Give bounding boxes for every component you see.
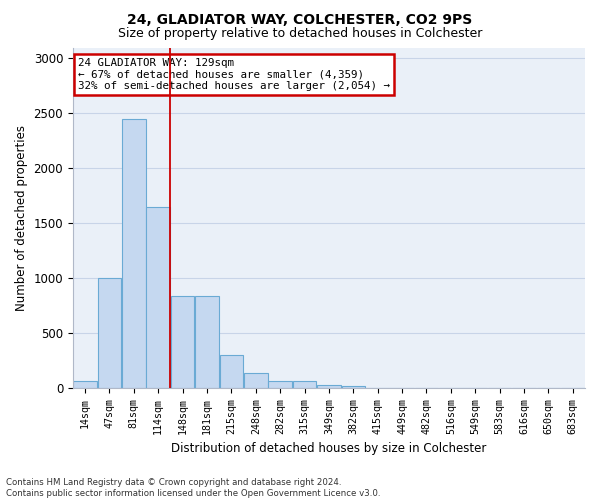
Bar [98,278,121,388]
Y-axis label: Number of detached properties: Number of detached properties [15,124,28,310]
Bar [317,384,341,388]
Bar [244,372,268,388]
Text: Contains HM Land Registry data © Crown copyright and database right 2024.
Contai: Contains HM Land Registry data © Crown c… [6,478,380,498]
Bar [73,382,97,388]
Text: Size of property relative to detached houses in Colchester: Size of property relative to detached ho… [118,28,482,40]
Bar [341,386,365,388]
Bar [122,119,146,388]
Bar [171,296,194,388]
Bar [268,382,292,388]
X-axis label: Distribution of detached houses by size in Colchester: Distribution of detached houses by size … [171,442,487,455]
Bar [220,355,243,388]
Bar [195,296,219,388]
Bar [293,382,316,388]
Bar [146,206,170,388]
Text: 24, GLADIATOR WAY, COLCHESTER, CO2 9PS: 24, GLADIATOR WAY, COLCHESTER, CO2 9PS [127,12,473,26]
Text: 24 GLADIATOR WAY: 129sqm
← 67% of detached houses are smaller (4,359)
32% of sem: 24 GLADIATOR WAY: 129sqm ← 67% of detach… [78,58,390,91]
